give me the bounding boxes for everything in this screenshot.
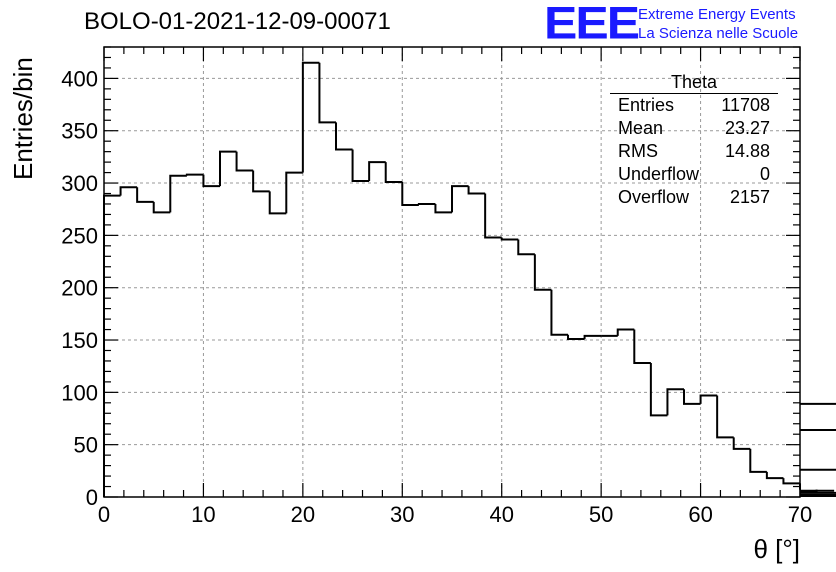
histogram-bin bbox=[268, 191, 287, 215]
histogram-bin bbox=[252, 170, 270, 193]
y-tick-label: 200 bbox=[61, 276, 98, 301]
histogram-bin bbox=[649, 363, 668, 417]
y-tick-label: 0 bbox=[86, 485, 98, 510]
histogram-bin bbox=[467, 186, 486, 195]
stats-row-overflow: Overflow 2157 bbox=[610, 186, 778, 209]
histogram-bin bbox=[800, 402, 836, 405]
x-tick-label: 50 bbox=[589, 502, 613, 527]
histogram-bin bbox=[616, 328, 635, 336]
grid-lines bbox=[104, 47, 800, 497]
histogram-bin bbox=[301, 61, 320, 173]
stats-label: RMS bbox=[618, 141, 658, 161]
stats-row-mean: Mean 23.27 bbox=[610, 117, 778, 140]
histogram-bin bbox=[185, 173, 204, 176]
y-tick-label: 250 bbox=[61, 223, 98, 248]
y-tick-label: 400 bbox=[61, 66, 98, 91]
histogram-bin bbox=[152, 201, 171, 214]
histogram-bin bbox=[800, 491, 836, 494]
histogram-bin bbox=[583, 334, 602, 339]
histogram-bin bbox=[567, 334, 585, 340]
stats-label: Entries bbox=[618, 95, 675, 115]
histogram-bin bbox=[683, 389, 701, 405]
histogram-bin bbox=[633, 329, 651, 365]
histogram-bin bbox=[782, 478, 800, 485]
stats-value: 14.88 bbox=[724, 141, 770, 161]
histogram-bin bbox=[235, 151, 254, 172]
stats-box: Theta Entries 11708 Mean 23.27 RMS 14.88… bbox=[610, 72, 778, 209]
histogram-bin bbox=[401, 182, 419, 207]
stats-label: Mean bbox=[618, 118, 664, 138]
plot-frame bbox=[103, 46, 801, 498]
stats-value: 2157 bbox=[729, 187, 770, 207]
histogram-bin bbox=[384, 162, 403, 183]
stats-label: Underflow bbox=[618, 164, 700, 184]
histogram-bin bbox=[285, 171, 303, 214]
x-tick-label: 40 bbox=[489, 502, 513, 527]
stats-row-entries: Entries 11708 bbox=[610, 94, 778, 117]
stats-row-rms: RMS 14.88 bbox=[610, 140, 778, 163]
histogram-bin bbox=[202, 174, 221, 188]
histogram-bin bbox=[451, 185, 469, 213]
histogram-bin bbox=[732, 437, 751, 450]
histogram-bin bbox=[351, 149, 370, 182]
x-tick-label: 20 bbox=[291, 502, 315, 527]
y-axis-label: Entries/bin bbox=[8, 57, 38, 180]
histogram-bin bbox=[136, 187, 154, 203]
y-tick-label: 100 bbox=[61, 380, 98, 405]
stats-value: 0 bbox=[759, 164, 770, 184]
y-tick-label: 300 bbox=[61, 171, 98, 196]
histogram-bin bbox=[716, 395, 734, 439]
histogram-bin bbox=[800, 489, 835, 492]
histogram-bin bbox=[517, 239, 535, 256]
histogram-bin bbox=[550, 289, 569, 336]
histogram-bin bbox=[119, 186, 138, 196]
stats-value: 11708 bbox=[721, 95, 770, 115]
histogram-bin bbox=[500, 237, 519, 241]
histogram-bin bbox=[800, 468, 836, 471]
y-tick-label: 50 bbox=[74, 433, 98, 458]
histogram-bin bbox=[417, 202, 436, 206]
histogram-bin bbox=[800, 429, 836, 432]
histogram-bin bbox=[219, 150, 237, 187]
histogram-bin bbox=[335, 122, 353, 151]
page-title: BOLO-01-2021-12-09-00071 bbox=[84, 8, 391, 35]
histogram-bin bbox=[318, 62, 337, 124]
stats-title: Theta bbox=[610, 72, 778, 94]
x-tick-label: 0 bbox=[98, 502, 110, 527]
histogram-bin bbox=[434, 203, 453, 214]
stats-row-underflow: Underflow 0 bbox=[610, 163, 778, 186]
histogram-bin bbox=[484, 193, 502, 239]
histogram-bin bbox=[103, 194, 121, 497]
histogram-bin bbox=[533, 254, 552, 291]
stats-value: 23.27 bbox=[724, 118, 770, 138]
histogram-bin bbox=[749, 448, 767, 473]
eee-logo: EEE bbox=[544, 0, 640, 49]
x-tick-label: 60 bbox=[688, 502, 712, 527]
histogram-bin bbox=[169, 174, 187, 213]
histogram-bin bbox=[666, 388, 685, 416]
histogram-bin bbox=[368, 161, 386, 181]
stats-label: Overflow bbox=[618, 187, 690, 207]
histogram-series bbox=[103, 61, 836, 497]
histogram-bin bbox=[765, 471, 784, 480]
axes: 0 10 20 30 40 50 60 70 0 50 100 150 200 250 300 350 400 bbox=[61, 46, 812, 527]
x-axis-label: θ [°] bbox=[753, 534, 800, 564]
x-tick-label: 70 bbox=[788, 502, 812, 527]
x-tick-label: 30 bbox=[390, 502, 414, 527]
logo-line-1: Extreme Energy Events bbox=[638, 6, 796, 23]
y-tick-label: 150 bbox=[61, 328, 98, 353]
histogram-bin bbox=[699, 394, 718, 404]
logo-line-2: La Scienza nelle Scuole bbox=[638, 25, 799, 42]
x-tick-label: 10 bbox=[191, 502, 215, 527]
y-tick-label: 350 bbox=[61, 119, 98, 144]
